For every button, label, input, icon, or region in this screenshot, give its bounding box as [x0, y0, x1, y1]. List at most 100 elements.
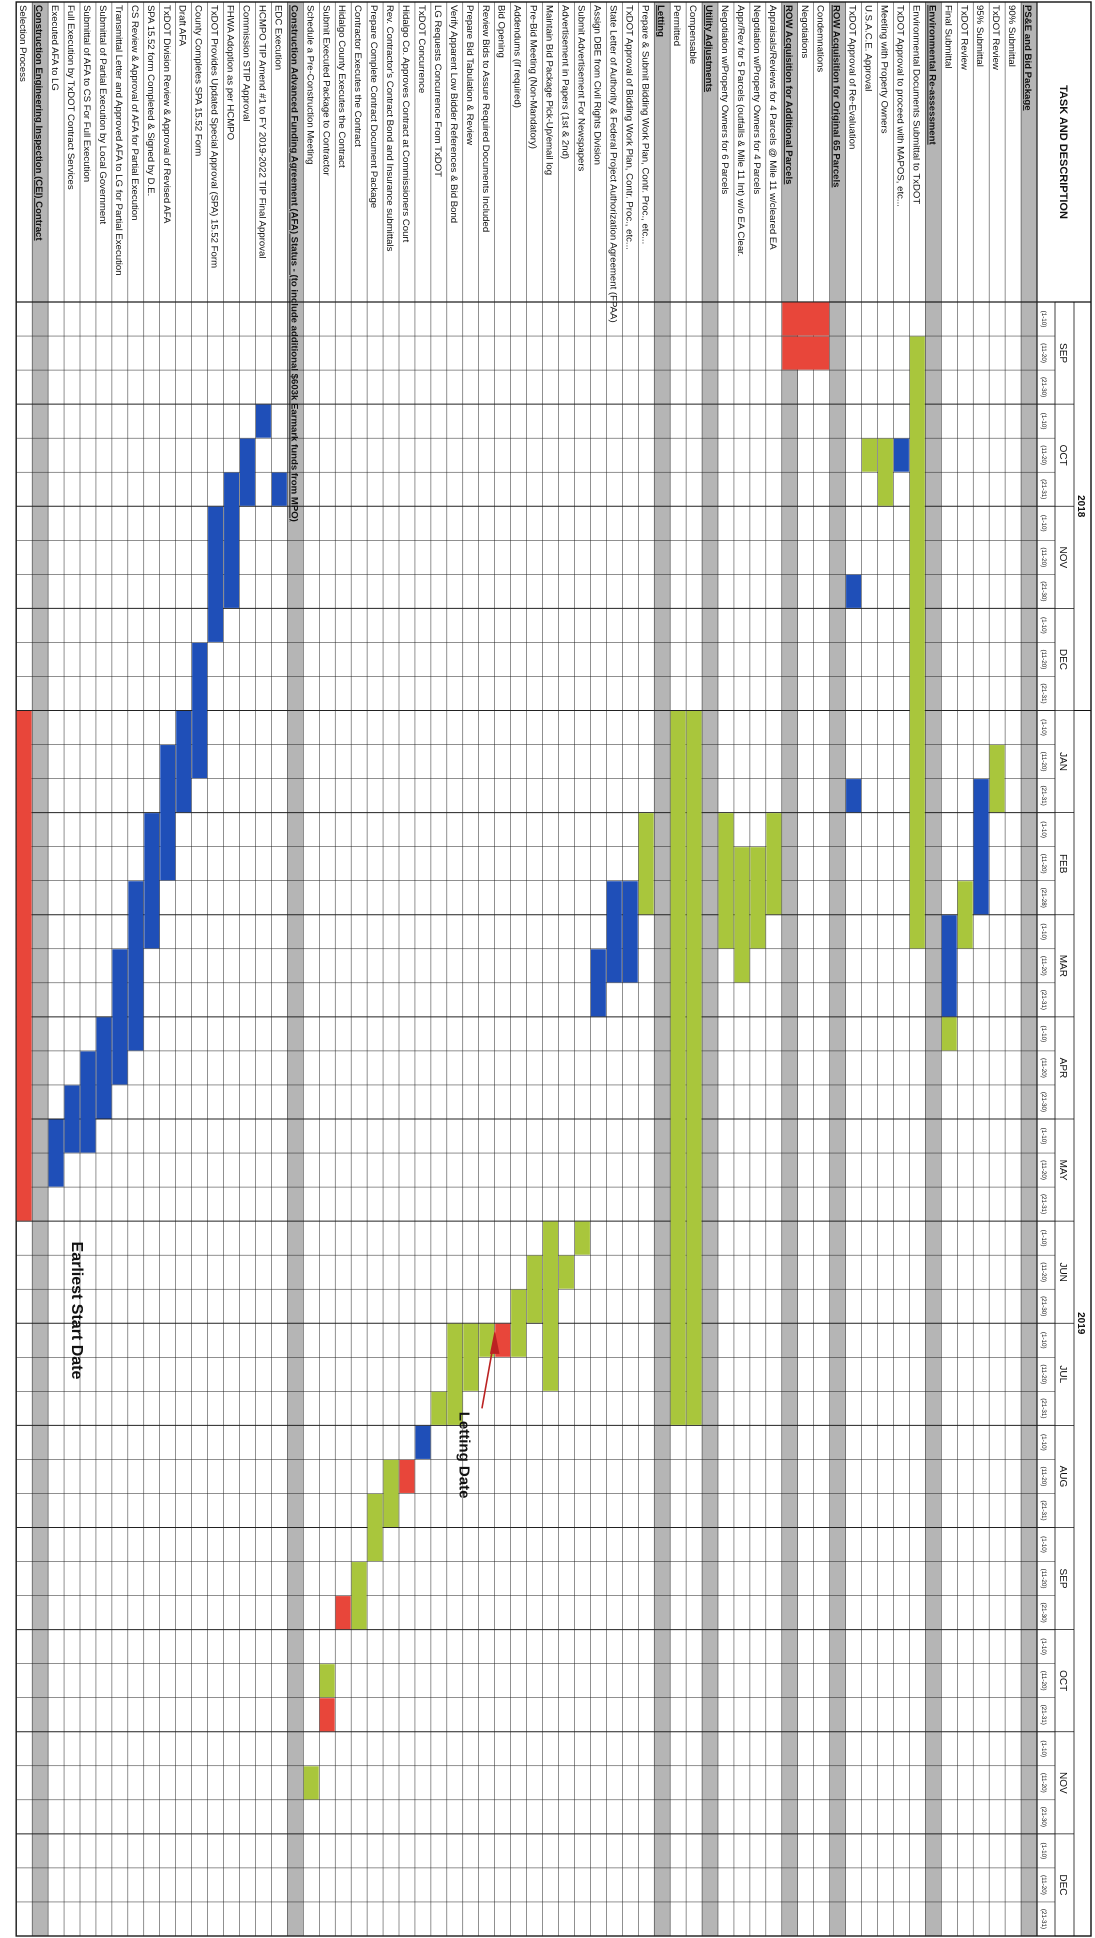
gantt-bar — [782, 336, 830, 370]
task-label: 95% Submittal — [974, 5, 985, 67]
period-label: (21-30) — [1040, 1296, 1047, 1316]
task-label: Negotiation w/Property Owners for 6 Parc… — [719, 5, 730, 194]
period-label: (11-20) — [1040, 1671, 1047, 1691]
gantt-bar — [590, 949, 606, 1017]
period-label: (11-20) — [1040, 1773, 1047, 1793]
task-label: TxDOT Division Review & Approval of Revi… — [161, 5, 172, 224]
task-label: Final Submittal — [942, 5, 953, 68]
gantt-bar — [622, 881, 638, 983]
gantt-bar — [160, 745, 176, 881]
gantt-bar — [351, 1562, 367, 1630]
gantt-bar — [80, 1051, 96, 1153]
section-row — [32, 2, 49, 1936]
task-label: Prepare Complete Contract Document Packa… — [368, 5, 379, 208]
task-label: Appraisals/Reviews for 4 Parcels @ Mile … — [767, 5, 778, 250]
month-label: SEP — [1057, 343, 1068, 363]
gantt-bar — [96, 1017, 112, 1119]
gantt-bar — [64, 1085, 80, 1153]
period-label: (21-31) — [1040, 990, 1047, 1010]
gantt-bar — [606, 881, 622, 983]
period-label: (1-10) — [1040, 923, 1047, 940]
period-label: (11-20) — [1040, 650, 1047, 670]
month-label: OCT — [1057, 445, 1068, 466]
task-label: Selection Process — [17, 5, 28, 82]
period-label: (1-10) — [1040, 1842, 1047, 1859]
task-label: Negotiation w/Property Owners for 4 Parc… — [751, 5, 762, 194]
gantt-bar — [415, 1425, 431, 1459]
gantt-bar — [862, 438, 877, 472]
task-label: Submittal of AFA to CS For Full Executio… — [81, 5, 92, 182]
task-label: County Completes SPA 15.52 Form — [193, 5, 204, 156]
gantt-bar — [112, 949, 128, 1085]
gantt-bar — [543, 1221, 558, 1391]
period-label: (21-31) — [1040, 683, 1047, 703]
gantt-bar — [271, 472, 287, 506]
period-label: (21-31) — [1040, 1909, 1047, 1929]
task-label: ROW Acquisition for Original 65 Parcels — [831, 5, 842, 188]
section-row — [654, 2, 671, 1936]
month-label: AUG — [1057, 1466, 1068, 1488]
arrow-head — [489, 1330, 500, 1354]
period-label: (1-10) — [1040, 311, 1047, 328]
gantt-bar — [335, 1596, 351, 1630]
gantt-bar — [638, 813, 654, 915]
period-label: (1-10) — [1040, 821, 1047, 838]
month-label: NOV — [1057, 546, 1068, 568]
gantt-bar — [367, 1493, 383, 1562]
period-label: (21-31) — [1040, 479, 1047, 499]
gantt-bar — [527, 1255, 543, 1323]
task-label: Maintain Bid Package Pick-Up/email log — [544, 5, 555, 175]
period-label: (11-20) — [1040, 1467, 1047, 1487]
month-label: OCT — [1057, 1670, 1068, 1691]
task-label: Review Bids to Assure Required Documents… — [480, 5, 491, 232]
period-label: (1-10) — [1040, 719, 1047, 736]
gantt-bar — [495, 1323, 511, 1357]
gantt-bar — [479, 1323, 495, 1357]
period-label: (1-10) — [1040, 617, 1047, 634]
task-label: Addendums (if required) — [512, 5, 523, 108]
period-label: (1-10) — [1040, 1740, 1047, 1757]
earliest-start-label: Earliest Start Date — [68, 1242, 85, 1380]
chart-title: TASK AND DESCRIPTION — [1057, 85, 1069, 219]
task-label: Schedule a Pre-Construction Meeting — [304, 5, 315, 164]
task-label: Environmental Documents Submittal to TxD… — [910, 5, 921, 204]
period-label: (21-31) — [1040, 1705, 1047, 1725]
task-label: Submit Advertisement For Newspapers — [575, 5, 586, 172]
period-label: (1-10) — [1040, 1332, 1047, 1349]
month-label: JUN — [1057, 1262, 1068, 1281]
month-label: DEC — [1057, 649, 1068, 670]
period-label: (21-31) — [1040, 1194, 1047, 1214]
gantt-bar — [846, 779, 862, 813]
period-label: (1-10) — [1040, 1638, 1047, 1655]
gantt-bar — [574, 1221, 590, 1255]
gantt-bar — [303, 1766, 319, 1800]
task-label: Permitted — [671, 5, 682, 46]
task-label: Meeting with Property Owners — [879, 5, 890, 134]
gantt-bar — [670, 711, 686, 1425]
task-label: SPA 15.52 form Completed & Signed by D.E… — [145, 5, 156, 196]
task-label: Appr/Rev for 5 Parcels (outfalls & Mile … — [735, 5, 746, 257]
gantt-bar — [750, 847, 766, 949]
period-label: (11-20) — [1040, 547, 1047, 567]
gantt-bar — [941, 915, 957, 1017]
task-label: LG Requests Concurrence From TxDOT — [432, 5, 443, 177]
period-label: (1-10) — [1040, 515, 1047, 532]
gantt-bar — [447, 1323, 463, 1425]
period-label: (21-31) — [1040, 1398, 1047, 1418]
period-label: (21-30) — [1040, 1092, 1047, 1112]
gantt-bar — [718, 813, 734, 949]
task-label: Rev. Contractor's Contract Bond and Insu… — [384, 5, 395, 252]
task-label: Advertisement in Papers (1st & 2nd) — [560, 5, 571, 159]
gantt-bar — [957, 881, 973, 949]
task-label: Contractor Executes the Contract — [352, 5, 363, 147]
task-label: Submit Executed Package to Contractor — [320, 5, 331, 176]
task-label: Construction Advanced Funding Agreement … — [288, 5, 299, 522]
task-label: Condemnations — [815, 5, 826, 72]
gantt-bar — [319, 1664, 335, 1698]
month-label: APR — [1057, 1058, 1068, 1079]
task-label: EDC Execution — [272, 5, 283, 70]
task-label: U.S.A.C.E. Approval — [863, 5, 874, 91]
task-label: Full Execution by TxDOT Contract Service… — [65, 5, 76, 190]
letting-date-label: Letting Date — [456, 1412, 473, 1499]
gantt-bar — [224, 472, 239, 608]
